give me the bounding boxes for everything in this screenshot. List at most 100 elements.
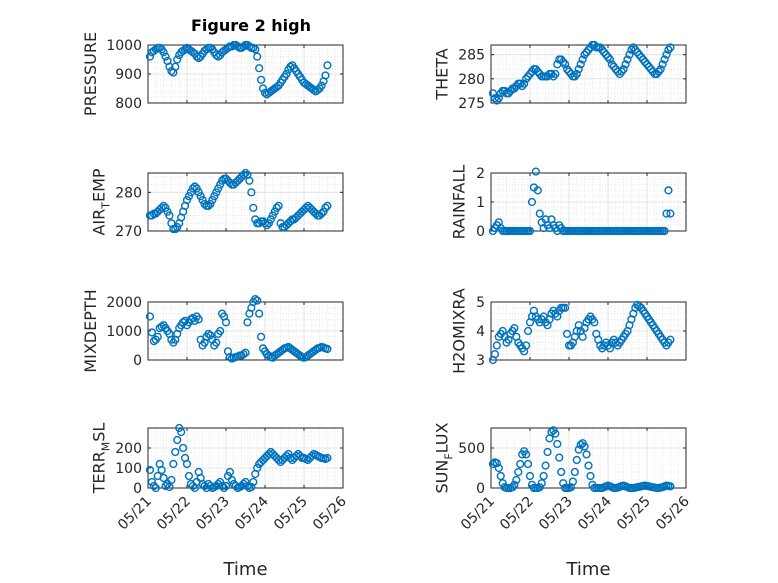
y-tick-label: 0 xyxy=(133,353,142,369)
data-point xyxy=(570,467,579,477)
data-point xyxy=(225,467,235,477)
data-point xyxy=(159,201,168,210)
data-point xyxy=(516,79,525,88)
data-point xyxy=(210,192,219,201)
x-tick-label: 05/21 xyxy=(115,494,155,534)
data-point xyxy=(241,348,250,357)
data-point xyxy=(282,451,291,461)
x-axis-label: Time xyxy=(222,559,267,580)
data-point xyxy=(147,211,157,220)
data-point xyxy=(638,55,648,64)
data-point xyxy=(247,188,256,197)
data-point xyxy=(233,42,242,51)
data-point xyxy=(212,188,221,197)
y-tick-label: 5 xyxy=(476,295,485,311)
data-point xyxy=(525,226,535,236)
data-point xyxy=(539,471,548,481)
data-point xyxy=(619,65,628,74)
data-point xyxy=(523,72,533,81)
data-point xyxy=(157,465,166,475)
data-point xyxy=(253,52,262,61)
data-point xyxy=(521,341,531,350)
y-tick-label: 2000 xyxy=(106,295,142,311)
data-point xyxy=(161,52,170,61)
data-point xyxy=(268,211,277,220)
data-point xyxy=(321,203,330,212)
data-point xyxy=(666,43,675,52)
data-point xyxy=(601,50,611,59)
x-tick-label: 05/23 xyxy=(536,494,576,534)
data-point xyxy=(249,43,258,53)
data-point xyxy=(541,461,550,470)
data-point xyxy=(560,60,570,69)
data-point xyxy=(151,483,160,493)
data-point xyxy=(609,62,618,71)
data-point xyxy=(165,62,174,71)
data-point xyxy=(666,209,675,218)
data-point xyxy=(204,329,213,339)
data-point xyxy=(194,188,203,197)
data-point xyxy=(580,442,589,451)
data-point xyxy=(498,479,507,488)
data-point xyxy=(157,322,166,331)
data-point xyxy=(617,67,626,76)
data-point xyxy=(194,315,203,324)
data-point xyxy=(177,427,186,437)
data-point xyxy=(603,52,613,62)
axes-box xyxy=(490,427,687,489)
data-point xyxy=(145,52,155,61)
data-point xyxy=(200,481,209,491)
data-point xyxy=(145,312,155,321)
data-point xyxy=(557,55,566,64)
y-tick-label: 275 xyxy=(458,96,485,112)
data-point xyxy=(510,480,519,489)
data-point xyxy=(520,79,529,88)
data-point xyxy=(227,475,236,485)
data-point xyxy=(543,447,552,457)
data-point xyxy=(599,48,609,57)
data-point xyxy=(596,43,605,52)
data-point xyxy=(492,341,501,350)
data-point xyxy=(590,318,599,327)
data-point xyxy=(307,451,316,461)
data-point xyxy=(216,477,225,487)
data-point xyxy=(504,89,513,98)
axes-box xyxy=(147,172,344,232)
data-point xyxy=(286,217,295,226)
data-point xyxy=(652,69,661,79)
data-point xyxy=(274,201,283,210)
data-point xyxy=(311,209,320,218)
data-point xyxy=(161,203,170,212)
data-point xyxy=(241,168,250,178)
data-point xyxy=(161,481,170,491)
data-point xyxy=(492,96,501,105)
data-point xyxy=(584,461,593,470)
data-point xyxy=(533,186,542,195)
data-point xyxy=(644,62,654,71)
data-point xyxy=(206,331,215,340)
data-point xyxy=(218,481,227,491)
data-point xyxy=(633,48,642,57)
data-point xyxy=(214,184,223,193)
data-point xyxy=(188,184,197,193)
data-point xyxy=(559,57,568,67)
data-point xyxy=(547,69,556,79)
data-point xyxy=(257,75,266,84)
data-point xyxy=(319,207,328,216)
data-point xyxy=(184,192,194,201)
data-point xyxy=(323,61,332,70)
data-point xyxy=(147,477,157,487)
data-point xyxy=(216,326,225,336)
data-point xyxy=(564,67,574,76)
data-point xyxy=(658,60,667,69)
data-point xyxy=(510,84,519,93)
data-point xyxy=(264,351,274,360)
data-point xyxy=(253,463,262,473)
data-point xyxy=(646,65,656,74)
data-point xyxy=(525,69,535,79)
data-point xyxy=(553,439,562,449)
data-point xyxy=(568,477,578,486)
data-point xyxy=(535,209,544,218)
x-tick-label: 05/25 xyxy=(614,494,654,534)
data-point xyxy=(551,69,560,79)
